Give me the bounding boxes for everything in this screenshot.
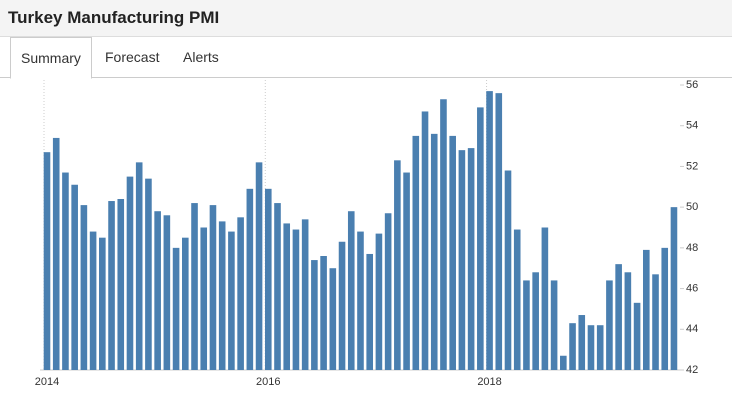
bar [587, 325, 595, 370]
bar [99, 237, 106, 370]
bar [274, 203, 281, 370]
page-title: Turkey Manufacturing PMI [8, 8, 220, 27]
bar [477, 107, 484, 371]
bar [163, 215, 171, 370]
bar [338, 241, 346, 370]
bar [569, 323, 576, 370]
bar [135, 162, 143, 370]
bar [126, 176, 134, 370]
bar [145, 178, 152, 370]
bar [246, 188, 254, 370]
bar [486, 91, 493, 370]
x-tick-label: 2014 [35, 376, 59, 388]
bar [117, 199, 125, 370]
header: Turkey Manufacturing PMI [0, 0, 732, 37]
tab[interactable]: Alerts [183, 49, 219, 65]
bar [633, 302, 641, 370]
x-tick-label: 2018 [477, 376, 501, 388]
bar [347, 211, 355, 370]
bar [237, 217, 244, 370]
bar [384, 213, 392, 370]
bar [403, 172, 410, 370]
tab[interactable]: Forecast [105, 49, 160, 65]
bar [652, 274, 659, 370]
x-tick-label: 2016 [256, 376, 280, 388]
bar [449, 135, 456, 370]
bar [154, 211, 161, 370]
bar [624, 272, 632, 370]
bar [458, 150, 466, 370]
y-tick-label: 50 [686, 201, 698, 213]
bar [596, 325, 604, 370]
y-tick-label: 42 [686, 364, 698, 376]
y-tick-label: 52 [686, 160, 698, 172]
bar [329, 268, 337, 370]
bar [200, 227, 208, 370]
bar [52, 137, 60, 370]
bar [366, 253, 373, 370]
y-tick-label: 44 [686, 323, 698, 335]
bar [495, 93, 503, 371]
bar [357, 231, 364, 370]
bar [421, 111, 429, 370]
bar [209, 205, 217, 370]
bar [578, 315, 586, 370]
tab-bar: Summary Forecast Alerts [0, 37, 732, 79]
y-tick-label: 48 [686, 242, 698, 254]
bar [375, 233, 383, 370]
bar [43, 152, 51, 370]
bar [71, 184, 78, 370]
bar [394, 160, 401, 370]
bar [412, 135, 420, 370]
tab[interactable]: Summary [10, 37, 92, 79]
bar [532, 272, 539, 370]
bar [467, 148, 475, 370]
bar [228, 231, 235, 370]
bar [292, 229, 300, 370]
bar [430, 133, 438, 370]
bar [62, 172, 69, 370]
bar [550, 280, 558, 370]
bar [504, 170, 512, 370]
bar [283, 223, 291, 370]
bar [191, 203, 198, 370]
bar [218, 221, 226, 370]
bar [108, 201, 115, 370]
bar [606, 280, 613, 370]
bar [255, 162, 263, 370]
bar [311, 260, 318, 370]
bar [661, 247, 669, 370]
bar [80, 205, 88, 370]
bar [670, 207, 678, 370]
bar [172, 247, 180, 370]
bar [440, 99, 447, 370]
bar [513, 229, 521, 370]
bar [182, 237, 189, 370]
bar [320, 256, 327, 370]
bar [523, 280, 530, 370]
bar [560, 355, 567, 370]
y-tick-label: 56 [686, 79, 698, 91]
bar [541, 227, 549, 370]
y-tick-label: 46 [686, 282, 698, 294]
y-tick-label: 54 [686, 120, 698, 132]
bar [615, 264, 622, 370]
bar [301, 219, 309, 370]
bar [264, 188, 272, 370]
bar [89, 231, 97, 370]
bar [643, 249, 650, 370]
